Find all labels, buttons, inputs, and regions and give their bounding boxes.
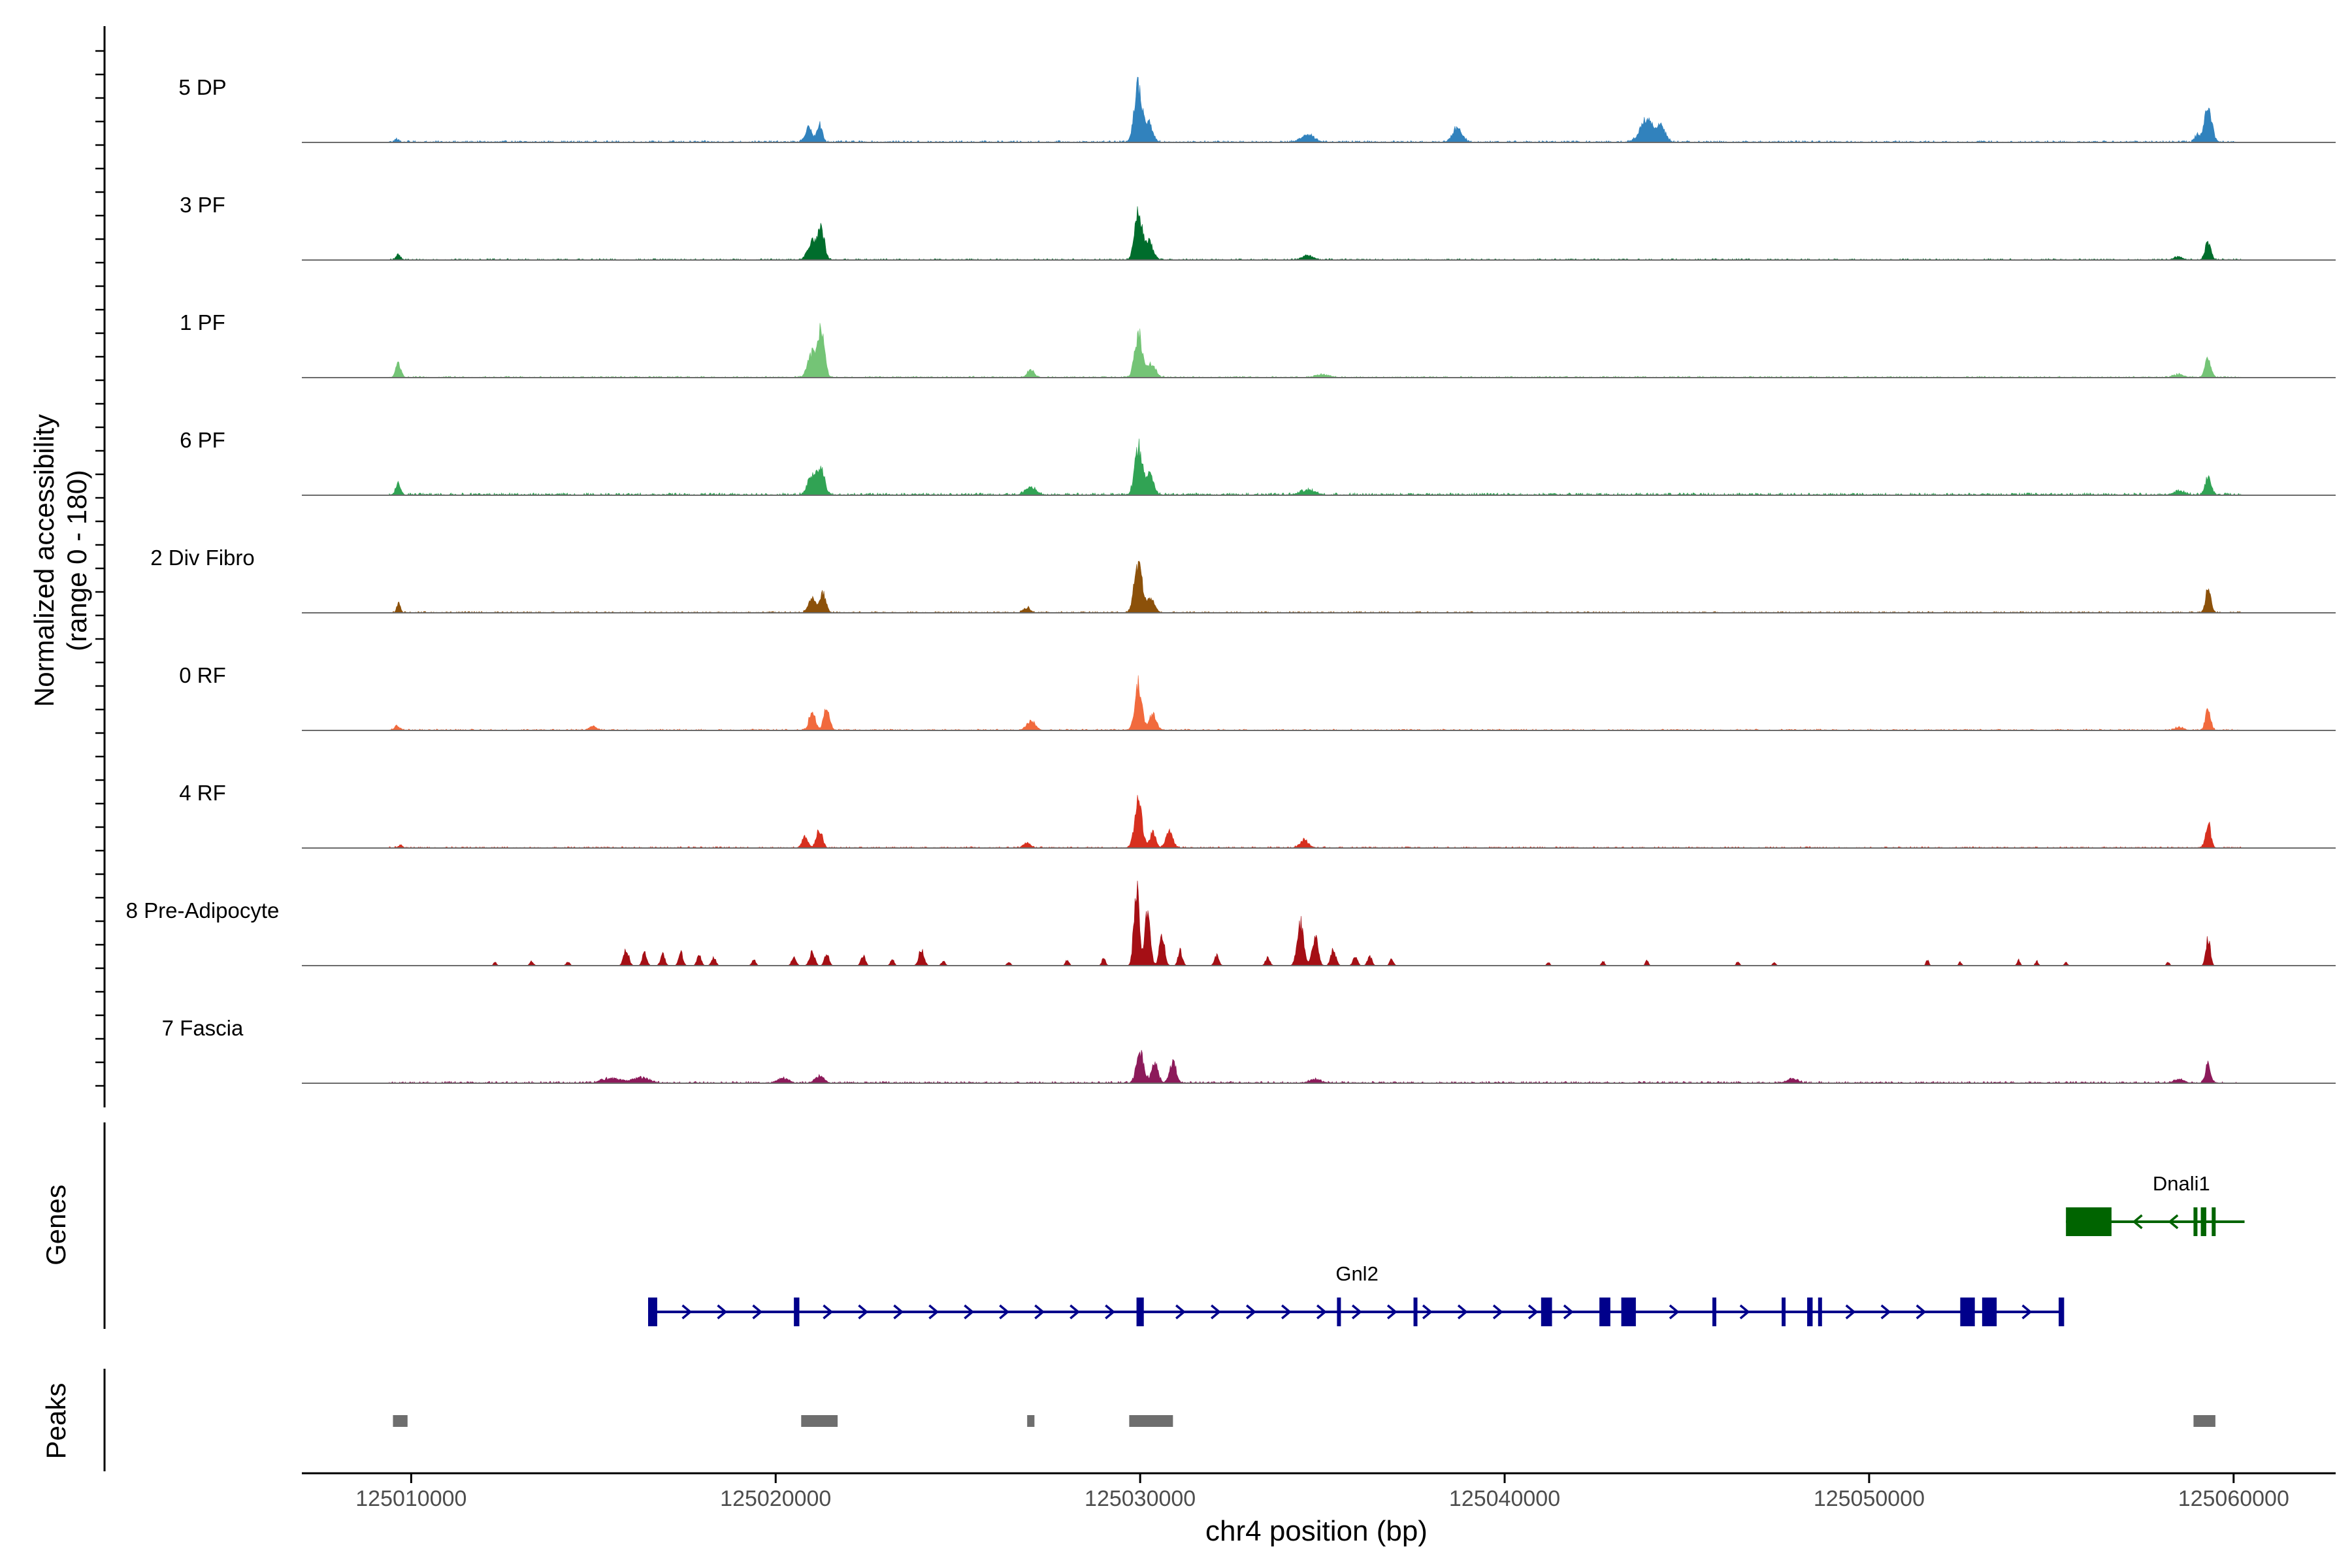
exon bbox=[1982, 1298, 1997, 1326]
x-axis: 125010000 125020000 125030000 125040000 1250… bbox=[302, 1472, 2336, 1511]
strand-arrow bbox=[1386, 1304, 1397, 1320]
x-tick-label: 125030000 bbox=[1085, 1486, 1196, 1511]
x-axis-label: chr4 position (bp) bbox=[1205, 1515, 1428, 1547]
peak-region bbox=[801, 1415, 838, 1427]
peaks-track bbox=[393, 1415, 2215, 1427]
exon bbox=[1599, 1298, 1610, 1326]
exon bbox=[1818, 1298, 1822, 1326]
strand-arrow bbox=[2021, 1304, 2033, 1320]
exon bbox=[1136, 1298, 1144, 1326]
strand-arrow bbox=[1070, 1304, 1081, 1320]
strand-arrow bbox=[1527, 1304, 1539, 1320]
exon bbox=[2059, 1298, 2065, 1326]
track-label: 8 Pre-Adipocyte bbox=[126, 898, 280, 923]
exon bbox=[794, 1298, 800, 1326]
coverage-area bbox=[389, 438, 2242, 496]
x-tick-label: 125040000 bbox=[1449, 1486, 1560, 1511]
track-label: 3 PF bbox=[180, 193, 225, 217]
strand-arrow bbox=[1880, 1304, 1891, 1320]
exon bbox=[2193, 1207, 2198, 1236]
y-axis-label-line2: (range 0 - 180) bbox=[61, 470, 92, 651]
coverage-area bbox=[389, 561, 2242, 613]
strand-arrow bbox=[1246, 1304, 1256, 1320]
strand-arrow bbox=[1916, 1304, 1927, 1320]
strand-arrow bbox=[1175, 1304, 1186, 1320]
peak-region bbox=[1027, 1415, 1035, 1427]
exon bbox=[1541, 1298, 1552, 1326]
x-tick-label: 125050000 bbox=[1814, 1486, 1925, 1511]
exon bbox=[647, 1298, 657, 1326]
strand-arrow bbox=[999, 1304, 1010, 1320]
genes-label: Genes bbox=[41, 1184, 71, 1266]
track-label: 1 PF bbox=[180, 310, 225, 335]
x-tick-label: 125020000 bbox=[720, 1486, 831, 1511]
y-axis-label-line1: Normalized accessibility bbox=[29, 414, 59, 707]
strand-arrow bbox=[1211, 1304, 1221, 1320]
strand-arrow bbox=[717, 1304, 728, 1320]
coverage-area bbox=[389, 1050, 2241, 1084]
exon bbox=[1621, 1298, 1636, 1326]
strand-arrow bbox=[1563, 1304, 1574, 1320]
strand-arrow bbox=[1351, 1304, 1362, 1320]
exon bbox=[1807, 1298, 1813, 1326]
track-label: 7 Fascia bbox=[162, 1016, 244, 1040]
genes-track: Gnl2 Dnali1 bbox=[647, 1172, 2245, 1326]
strand-arrow bbox=[1105, 1304, 1115, 1320]
coverage-area bbox=[389, 880, 2241, 966]
strand-arrow bbox=[1845, 1304, 1856, 1320]
strand-arrow bbox=[681, 1304, 693, 1320]
exon bbox=[1782, 1298, 1786, 1326]
track-label: 6 PF bbox=[180, 428, 225, 452]
exon bbox=[2200, 1207, 2206, 1236]
strand-arrow bbox=[1457, 1304, 1468, 1320]
gene-gnl2: Gnl2 bbox=[647, 1262, 2065, 1326]
strand-arrow bbox=[1669, 1304, 1680, 1320]
strand-arrow bbox=[858, 1304, 869, 1320]
x-tick-label: 125060000 bbox=[2178, 1486, 2289, 1511]
coverage-area bbox=[389, 206, 2242, 261]
strand-arrow bbox=[893, 1304, 904, 1320]
exon bbox=[1960, 1298, 1975, 1326]
coverage-area bbox=[389, 794, 2242, 849]
peaks-label: Peaks bbox=[41, 1383, 71, 1460]
track-label: 2 Div Fibro bbox=[150, 546, 255, 570]
peak-region bbox=[393, 1415, 408, 1427]
peak-region bbox=[2193, 1415, 2215, 1427]
coverage-area bbox=[389, 76, 2242, 143]
strand-arrow bbox=[752, 1304, 763, 1320]
x-tick-label: 125010000 bbox=[355, 1486, 466, 1511]
strand-arrow bbox=[1316, 1304, 1327, 1320]
exon bbox=[2212, 1207, 2216, 1236]
strand-arrow bbox=[1034, 1304, 1045, 1320]
strand-arrow bbox=[1422, 1304, 1433, 1320]
track-label: 4 RF bbox=[179, 781, 226, 805]
strand-arrow bbox=[1281, 1304, 1292, 1320]
strand-arrow bbox=[823, 1304, 834, 1320]
coverage-tracks: 5 DP 3 PF 1 PF 6 PF 2 Div Fibro 0 RF 4 RF 8 Pre… bbox=[126, 75, 2336, 1084]
track-label: 5 DP bbox=[178, 75, 226, 99]
track-label: 0 RF bbox=[179, 663, 226, 687]
gene-name: Dnali1 bbox=[2153, 1172, 2210, 1195]
exon bbox=[2066, 1207, 2112, 1236]
exon bbox=[1712, 1298, 1717, 1326]
strand-arrow bbox=[2168, 1214, 2179, 1230]
gene-dnali1: Dnali1 bbox=[2066, 1172, 2245, 1236]
strand-arrow bbox=[1739, 1304, 1750, 1320]
exon bbox=[1413, 1298, 1418, 1326]
peak-region bbox=[1129, 1415, 1173, 1427]
exon bbox=[1337, 1298, 1341, 1326]
gene-name: Gnl2 bbox=[1335, 1262, 1378, 1285]
strand-arrow bbox=[2132, 1214, 2143, 1230]
coverage-area bbox=[389, 323, 2242, 378]
y-axis bbox=[95, 26, 106, 1107]
strand-arrow bbox=[964, 1304, 975, 1320]
coverage-area bbox=[389, 675, 2242, 731]
strand-arrow bbox=[928, 1304, 939, 1320]
strand-arrow bbox=[1492, 1304, 1503, 1320]
